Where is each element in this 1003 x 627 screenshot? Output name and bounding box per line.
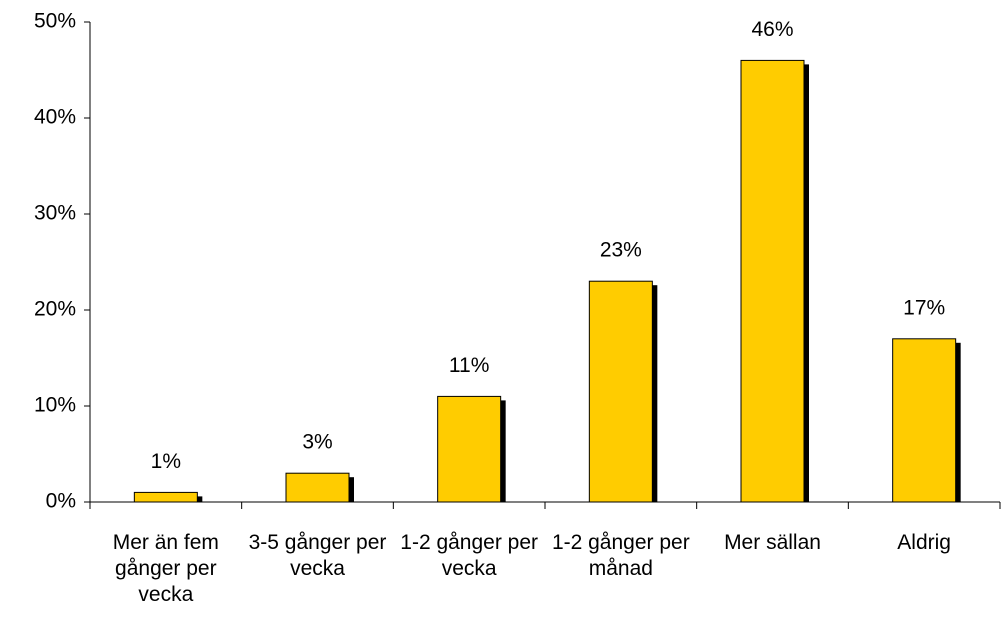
value-label: 1% (151, 450, 181, 473)
y-tick-label: 10% (34, 394, 76, 417)
bar (285, 472, 350, 503)
bar (892, 338, 957, 503)
y-tick-label: 40% (34, 106, 76, 129)
x-tick-label: 1-2 gånger per månad (551, 531, 690, 580)
x-tick-label: 1-2 gånger per vecka (400, 531, 539, 580)
x-tick-label: Mer än fem gånger per vecka (112, 531, 219, 606)
value-label: 3% (302, 431, 332, 454)
x-tick-label: 3-5 gånger per vecka (248, 531, 387, 580)
bar (740, 59, 805, 503)
value-label: 17% (903, 296, 945, 319)
bar (588, 280, 653, 503)
value-label: 23% (600, 239, 642, 262)
value-label: 11% (449, 354, 489, 377)
y-tick-label: 20% (34, 298, 76, 321)
y-tick-label: 30% (34, 202, 76, 225)
y-tick-label: 50% (34, 10, 76, 33)
bar (437, 395, 502, 503)
y-tick-label: 0% (46, 490, 76, 513)
x-tick-label: Mer sällan (724, 531, 821, 554)
value-label: 46% (751, 18, 793, 41)
bar (133, 491, 198, 503)
x-tick-label: Aldrig (897, 531, 951, 554)
